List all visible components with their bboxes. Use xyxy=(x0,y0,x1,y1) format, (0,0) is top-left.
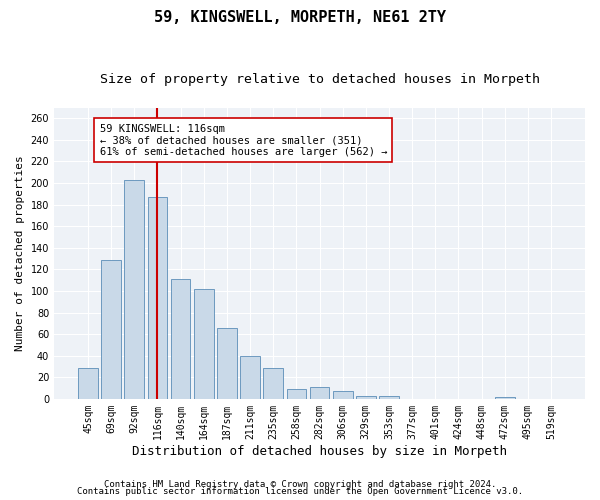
Bar xyxy=(240,356,260,399)
Text: 59 KINGSWELL: 116sqm
← 38% of detached houses are smaller (351)
61% of semi-deta: 59 KINGSWELL: 116sqm ← 38% of detached h… xyxy=(100,124,387,157)
Text: 59, KINGSWELL, MORPETH, NE61 2TY: 59, KINGSWELL, MORPETH, NE61 2TY xyxy=(154,10,446,25)
Bar xyxy=(194,289,214,399)
Bar xyxy=(379,396,399,399)
Bar xyxy=(310,387,329,399)
Bar xyxy=(124,180,144,399)
Bar xyxy=(217,328,237,399)
Bar xyxy=(356,396,376,399)
Bar xyxy=(495,396,515,399)
Bar xyxy=(78,368,98,399)
Text: Contains HM Land Registry data © Crown copyright and database right 2024.: Contains HM Land Registry data © Crown c… xyxy=(104,480,496,489)
Y-axis label: Number of detached properties: Number of detached properties xyxy=(15,156,25,351)
Bar xyxy=(287,389,306,399)
Text: Contains public sector information licensed under the Open Government Licence v3: Contains public sector information licen… xyxy=(77,488,523,496)
Bar xyxy=(171,279,190,399)
Bar xyxy=(333,392,353,399)
Title: Size of property relative to detached houses in Morpeth: Size of property relative to detached ho… xyxy=(100,72,539,86)
Bar xyxy=(263,368,283,399)
Bar xyxy=(148,197,167,399)
Bar xyxy=(101,260,121,399)
X-axis label: Distribution of detached houses by size in Morpeth: Distribution of detached houses by size … xyxy=(132,444,507,458)
